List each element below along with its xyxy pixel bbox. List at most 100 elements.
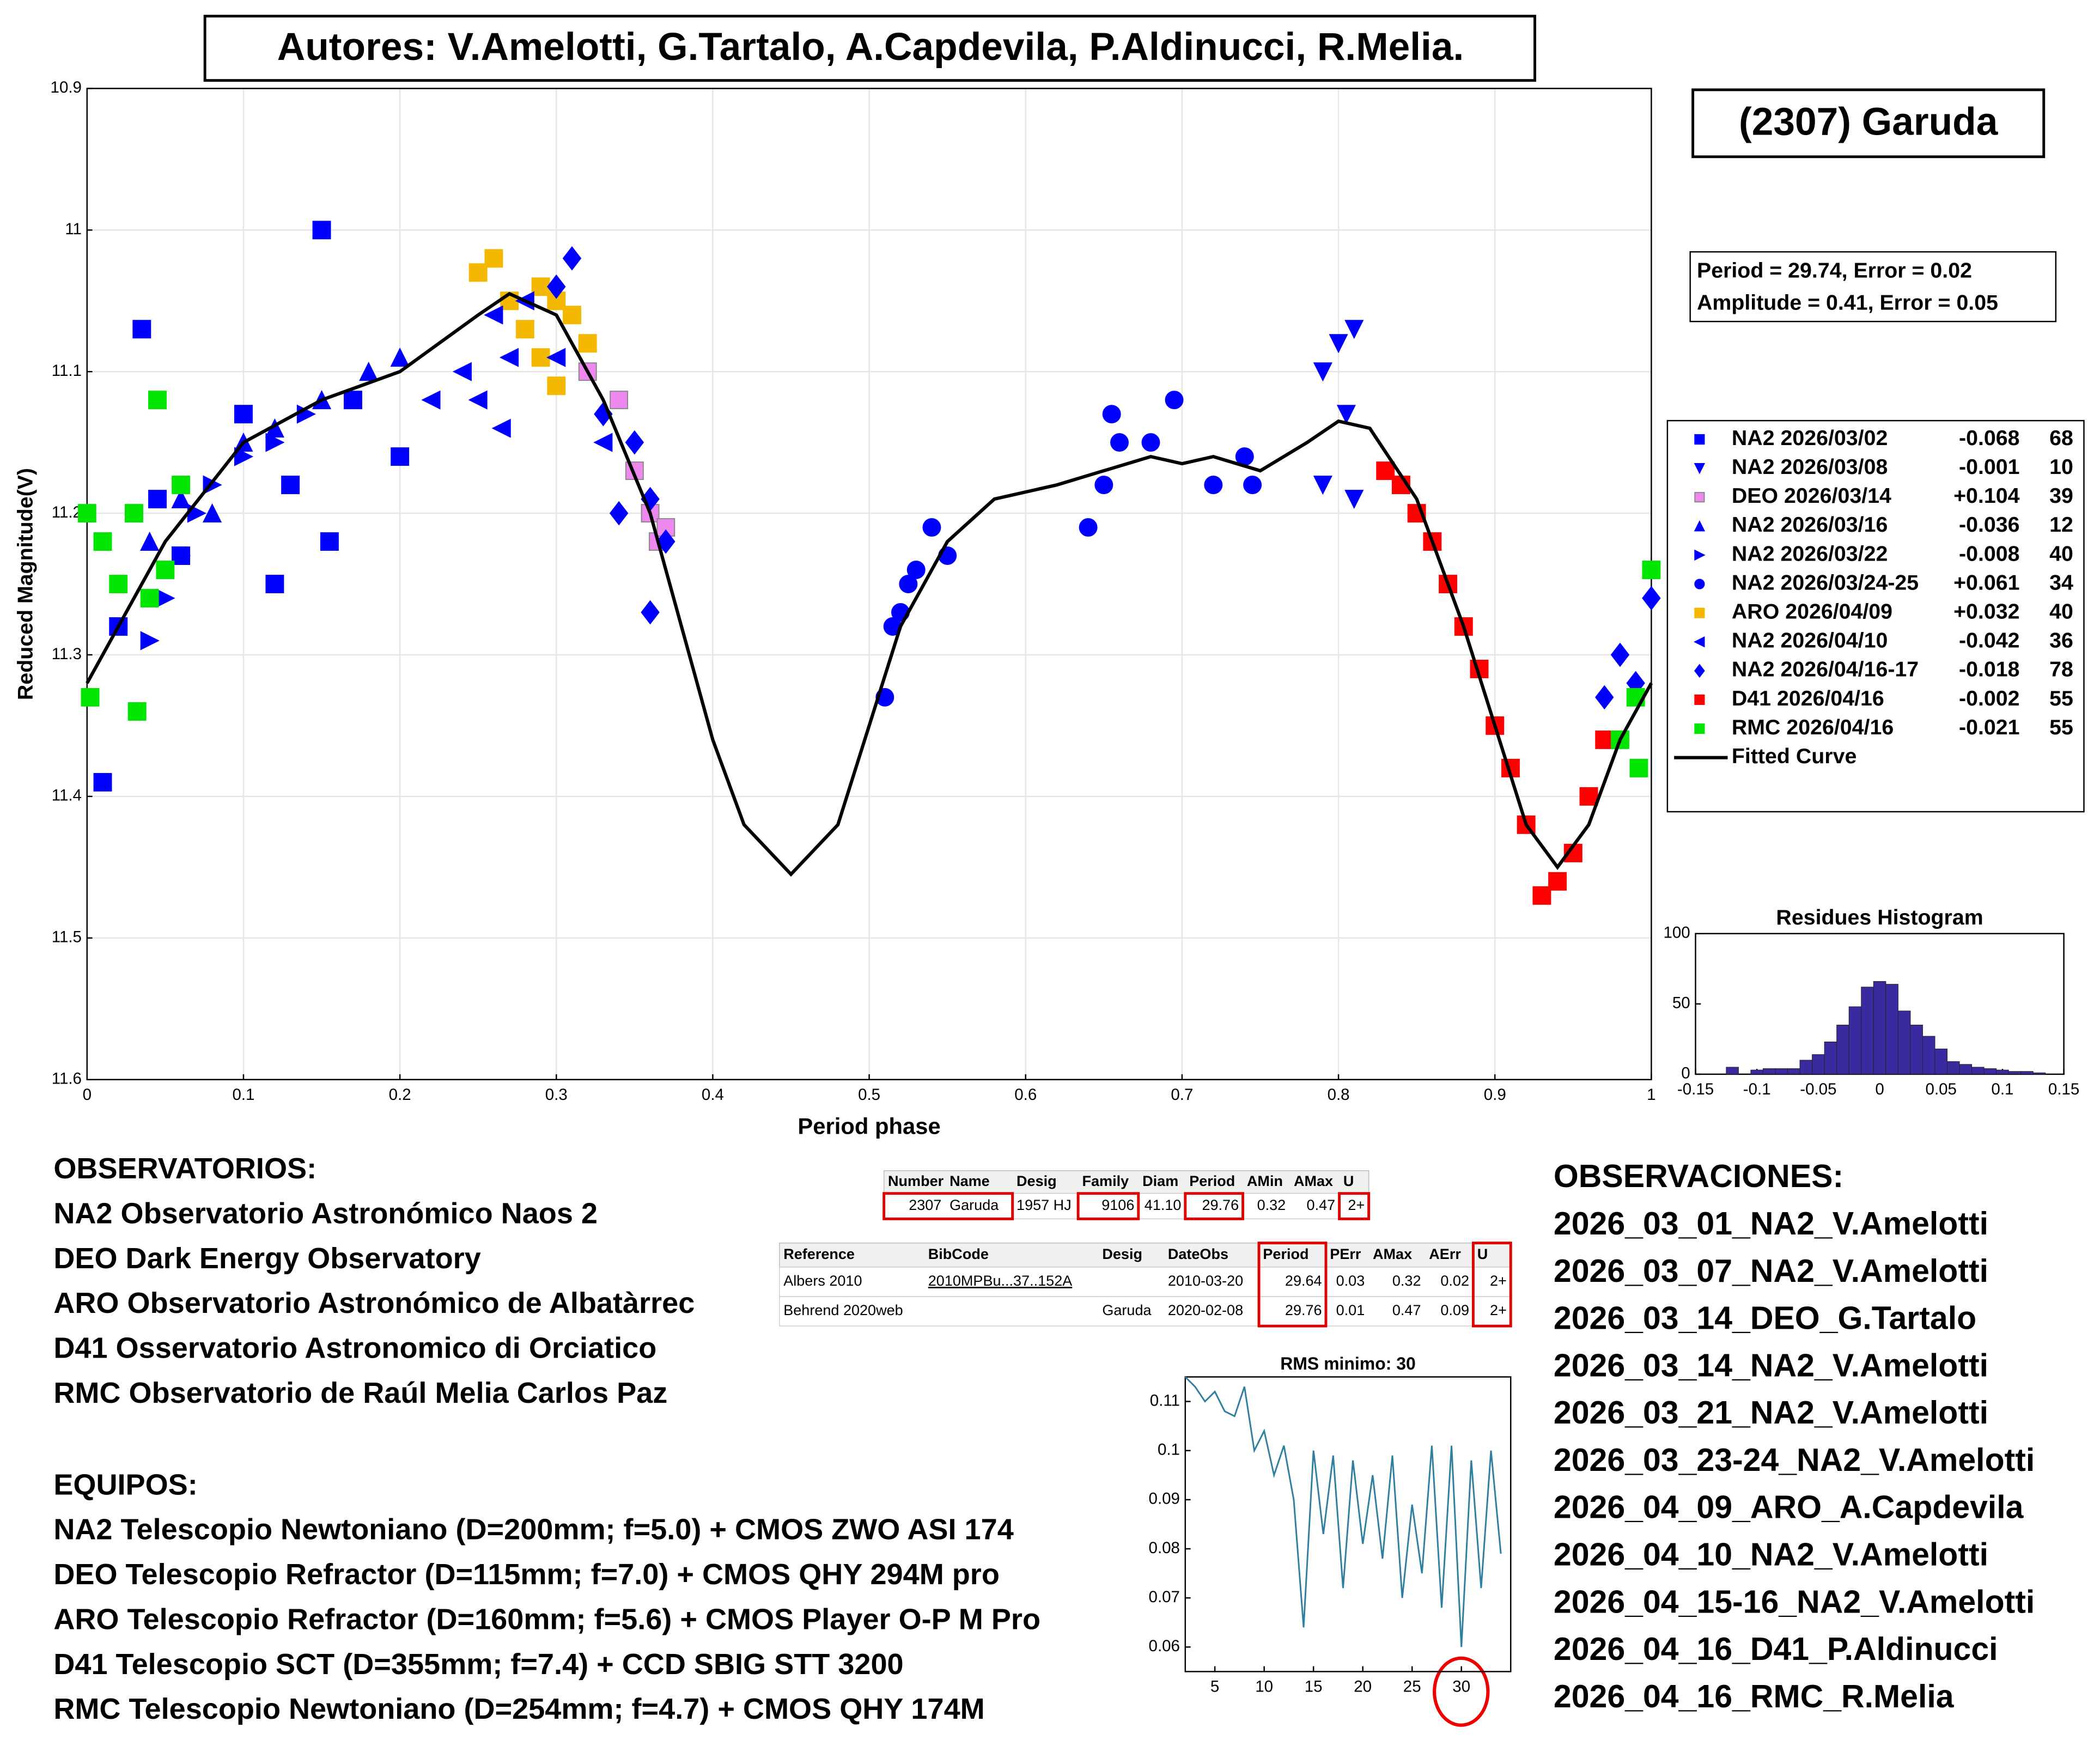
x-tick-label: 0.1: [1991, 1080, 2013, 1098]
y-tick-label: 11.5: [52, 928, 82, 946]
legend-offset: +0.061: [1953, 570, 2019, 594]
table-cell: 29.64: [1285, 1273, 1322, 1289]
table-header: Number: [888, 1173, 944, 1189]
histogram-bar: [1910, 1025, 1923, 1075]
table-header: Family: [1082, 1173, 1129, 1189]
authors-box: [203, 15, 1536, 82]
block-line: RMC Telescopio Newtoniano (D=254mm; f=4.…: [53, 1693, 984, 1725]
table-header: Diam: [1142, 1173, 1178, 1189]
point: [593, 433, 613, 452]
fit-line: Period = 29.74, Error = 0.02: [1697, 259, 1972, 283]
point: [563, 306, 581, 325]
legend-count: 39: [2049, 484, 2073, 508]
point: [421, 390, 441, 410]
table-cell: Albers 2010: [783, 1273, 862, 1289]
y-tick-label: 0.06: [1149, 1637, 1180, 1655]
point: [124, 504, 143, 523]
point: [1579, 787, 1598, 806]
highlight: [1184, 1192, 1244, 1220]
legend-box: [1666, 419, 2085, 813]
point: [484, 249, 503, 268]
legend-label: DEO 2026/03/14: [1732, 484, 1891, 508]
x-tick-label: 5: [1210, 1678, 1219, 1696]
table-header: Name: [949, 1173, 990, 1189]
legend-marker: [1694, 723, 1705, 734]
table-header-bg: [779, 1242, 1511, 1268]
point: [641, 600, 660, 625]
table-cell: 0.03: [1336, 1273, 1365, 1289]
histogram-bar: [2008, 1071, 2022, 1075]
table-cell: 2020-02-08: [1168, 1302, 1243, 1318]
x-tick-label: 0.6: [1014, 1086, 1037, 1104]
block-line: 2026_03_14_DEO_G.Tartalo: [1554, 1300, 1976, 1336]
histogram-bar: [1726, 1067, 1739, 1075]
point: [562, 246, 582, 271]
table-cell: 29.76: [1285, 1302, 1322, 1318]
legend-marker: [1694, 694, 1705, 705]
table-header: Desig: [1102, 1246, 1142, 1262]
x-tick-label: 0.1: [232, 1086, 254, 1104]
point: [1313, 362, 1332, 382]
point: [499, 348, 519, 367]
point: [1610, 642, 1630, 667]
block-line: 2026_04_16_D41_P.Aldinucci: [1554, 1631, 1998, 1667]
histogram-bar: [1873, 981, 1886, 1075]
point: [359, 362, 379, 381]
x-tick-label: 15: [1305, 1678, 1323, 1696]
histogram-bar: [1934, 1048, 1948, 1075]
legend-marker: [1694, 520, 1706, 532]
x-tick-label: -0.05: [1800, 1080, 1836, 1098]
point: [1243, 476, 1262, 495]
table-cell: 0.02: [1440, 1273, 1469, 1289]
point: [148, 490, 167, 509]
x-tick-label: 0.7: [1171, 1086, 1193, 1104]
legend-count: 34: [2049, 570, 2073, 594]
x-tick-label: 0.2: [389, 1086, 411, 1104]
point: [547, 274, 566, 299]
block-line: NA2 Telescopio Newtoniano (D=200mm; f=5.…: [53, 1513, 1013, 1546]
histogram-bar: [1861, 987, 1874, 1075]
y-tick-label: 0.1: [1158, 1441, 1180, 1459]
legend-offset: -0.002: [1959, 686, 2020, 710]
point: [320, 532, 339, 551]
highlight: [1076, 1192, 1140, 1220]
legend-count: 40: [2049, 600, 2073, 624]
y-tick-label: 0.07: [1149, 1588, 1180, 1606]
block-title: OBSERVACIONES:: [1554, 1158, 1843, 1194]
table-header: BibCode: [928, 1246, 989, 1262]
point: [515, 320, 534, 339]
legend-offset: -0.001: [1959, 455, 2020, 479]
block-line: 2026_04_15-16_NA2_V.Amelotti: [1554, 1584, 2035, 1620]
point: [281, 476, 300, 495]
point: [156, 588, 175, 608]
table-cell: 2+: [1490, 1302, 1507, 1318]
point: [172, 546, 191, 565]
histogram-bar: [1848, 1006, 1862, 1075]
minimum-circle: [1433, 1656, 1490, 1727]
chart-title: RMS minimo: 30: [1280, 1354, 1416, 1373]
legend-label: NA2 2026/04/16-17: [1732, 658, 1919, 682]
legend-count: 68: [2049, 426, 2073, 450]
legend-count: 36: [2049, 629, 2073, 653]
table-header: U: [1343, 1173, 1354, 1189]
legend-label: D41 2026/04/16: [1732, 686, 1884, 710]
fit-line: Amplitude = 0.41, Error = 0.05: [1697, 291, 1998, 315]
y-tick-label: 50: [1672, 994, 1690, 1012]
highlight: [1338, 1192, 1371, 1220]
x-tick-label: 25: [1403, 1678, 1421, 1696]
block-line: ARO Observatorio Astronómico de Albatàrr…: [53, 1287, 695, 1319]
legend-count: 10: [2049, 455, 2073, 479]
legend-marker: [1694, 607, 1705, 618]
point: [484, 305, 503, 325]
legend-offset: -0.008: [1959, 542, 2020, 565]
highlight: [1257, 1242, 1328, 1328]
histogram-bar: [1775, 1068, 1788, 1075]
legend-count: 55: [2049, 686, 2073, 710]
point: [1376, 461, 1395, 480]
x-tick-label: 0.3: [545, 1086, 568, 1104]
histogram-bar: [1897, 1011, 1911, 1075]
block-line: 2026_04_09_ARO_A.Capdevila: [1554, 1489, 2024, 1525]
table-row-bg: [779, 1267, 1511, 1297]
point: [547, 376, 566, 396]
point: [1642, 561, 1661, 580]
